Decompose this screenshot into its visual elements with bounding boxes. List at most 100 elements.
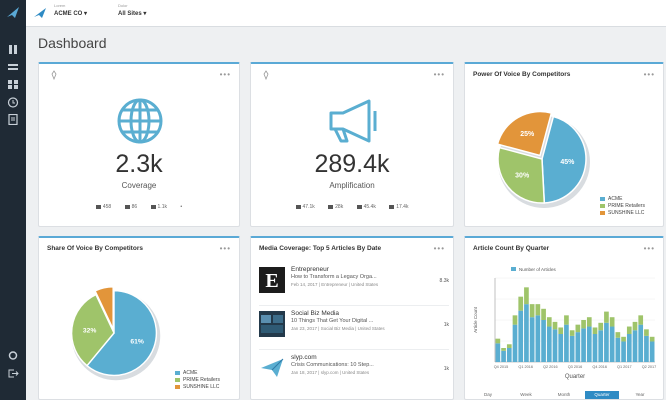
bar-segment[interactable]: [592, 327, 598, 334]
tab-week[interactable]: Week: [520, 392, 532, 397]
bar-segment[interactable]: [581, 320, 586, 329]
bar-segment[interactable]: [575, 324, 581, 333]
bar-segment[interactable]: [615, 332, 621, 338]
bar-q2-2018[interactable]: [569, 335, 575, 362]
grid-icon[interactable]: [7, 79, 19, 90]
bar-q3-2021[interactable]: [644, 335, 649, 362]
settings-icon[interactable]: [7, 350, 19, 361]
bar-segment[interactable]: [506, 344, 512, 348]
bar-q3-2016[interactable]: [529, 317, 535, 362]
bar-q2-2015[interactable]: [501, 350, 506, 362]
card-menu-button[interactable]: •••: [433, 70, 445, 79]
article-headline[interactable]: How to Transform a Legacy Orga...: [291, 274, 377, 280]
bar-q3-2018[interactable]: [575, 332, 581, 362]
period-tabs: Day Week Month Quarter Year: [471, 391, 661, 399]
bar-segment[interactable]: [518, 296, 524, 311]
bar-q2-2017[interactable]: [546, 326, 552, 362]
clock-icon[interactable]: [7, 97, 19, 108]
pie-slice-acme[interactable]: [85, 289, 158, 377]
bar-q4-2016[interactable]: [535, 315, 541, 362]
pie-slice-label: 30%: [515, 173, 530, 180]
pie-slice-acme[interactable]: [541, 115, 587, 204]
pie-slice-prime-retailers[interactable]: [497, 146, 546, 204]
bar-segment[interactable]: [501, 348, 506, 351]
bar-segment[interactable]: [535, 304, 541, 316]
bar-segment[interactable]: [586, 317, 592, 327]
top-bar: Lorem ACME CO ▾ Dolor All Sites ▾: [26, 0, 666, 27]
bar-q4-2017[interactable]: [558, 334, 564, 362]
site-selector[interactable]: Dolor All Sites ▾: [118, 3, 146, 19]
bar-q3-2020[interactable]: [621, 341, 626, 362]
bar-q3-2017[interactable]: [552, 329, 558, 362]
bar-segment[interactable]: [649, 336, 655, 342]
x-tick-label: Q1 2016: [518, 365, 533, 369]
bar-q1-2017[interactable]: [541, 320, 546, 362]
bar-segment[interactable]: [541, 308, 546, 320]
article-headline[interactable]: 10 Things That Get Your Digital ...: [291, 318, 374, 324]
brand-logo-icon[interactable]: [32, 5, 48, 21]
bar-segment[interactable]: [598, 322, 604, 331]
bar-segment[interactable]: [529, 304, 535, 318]
article-item[interactable]: Social Biz Media 10 Things That Get Your…: [259, 308, 449, 350]
bar-segment[interactable]: [632, 321, 638, 331]
article-item[interactable]: slyp.com Crisis Communications: 10 Step.…: [259, 352, 449, 394]
bar-q1-2015[interactable]: [495, 343, 501, 362]
article-count-bar-chart: Number of Articles Article Count Q4 2015 Q1…: [473, 267, 656, 380]
document-icon[interactable]: [7, 114, 19, 125]
tab-quarter[interactable]: Quarter: [585, 391, 619, 399]
power-of-voice-legend: ACME PRIME Retailers SUNSHINE LLC: [600, 196, 645, 217]
bar-segment[interactable]: [569, 330, 575, 336]
bar-q1-2018[interactable]: [564, 324, 569, 362]
bar-q2-2021[interactable]: [638, 324, 644, 362]
bar-segment[interactable]: [524, 287, 529, 305]
bar-segment[interactable]: [638, 315, 644, 325]
tab-year[interactable]: Year: [635, 392, 645, 397]
pie-slice-sunshine-llc[interactable]: [94, 286, 114, 330]
tab-day[interactable]: Day: [483, 392, 492, 397]
bar-segment[interactable]: [609, 317, 615, 327]
bar-q4-2020[interactable]: [626, 334, 632, 362]
bar-segment[interactable]: [621, 336, 626, 342]
pin-icon: [51, 70, 57, 80]
bar-segment[interactable]: [495, 338, 501, 344]
bar-segment[interactable]: [644, 329, 649, 336]
logout-icon[interactable]: [7, 368, 19, 379]
article-headline[interactable]: Crisis Communications: 10 Step...: [291, 362, 374, 368]
bar-q1-2019[interactable]: [586, 326, 592, 362]
bar-segment[interactable]: [626, 326, 632, 334]
card-menu-button[interactable]: •••: [643, 70, 655, 79]
bar-segment[interactable]: [546, 317, 552, 327]
bar-q2-2020[interactable]: [615, 337, 621, 362]
facebook-icon: [328, 204, 334, 209]
bar-q1-2021[interactable]: [632, 330, 638, 362]
card-menu-button[interactable]: •••: [433, 244, 445, 253]
bar-q2-2016[interactable]: [524, 304, 529, 362]
bar-q3-2019[interactable]: [598, 330, 604, 362]
bar-segment[interactable]: [604, 311, 609, 323]
bar-q2-2019[interactable]: [592, 334, 598, 362]
brand-logo-icon[interactable]: [4, 4, 22, 22]
card-menu-button[interactable]: •••: [219, 244, 231, 253]
bar-q1-2016[interactable]: [518, 310, 524, 362]
list-icon[interactable]: [7, 62, 19, 73]
bar-q4-2021[interactable]: [649, 341, 655, 362]
amplification-card: ••• 289.4k Amplification 47.1k 28k 45.4k…: [250, 62, 454, 227]
article-item[interactable]: E Entrepreneur How to Transform a Legacy…: [259, 264, 449, 306]
pause-icon[interactable]: [7, 44, 19, 55]
bar-q4-2015[interactable]: [512, 324, 518, 362]
pie-slice-sunshine-llc[interactable]: [496, 110, 553, 157]
bar-segment[interactable]: [512, 315, 518, 325]
pie-slice-prime-retailers[interactable]: [70, 293, 115, 367]
bar-segment[interactable]: [558, 327, 564, 334]
organization-selector[interactable]: Lorem ACME CO ▾: [54, 3, 87, 19]
bar-q4-2018[interactable]: [581, 328, 586, 362]
bar-q3-2015[interactable]: [506, 348, 512, 362]
card-title: Share Of Voice By Competitors: [47, 245, 143, 252]
tab-month[interactable]: Month: [557, 392, 571, 397]
bar-q1-2020[interactable]: [609, 326, 615, 362]
card-menu-button[interactable]: •••: [219, 70, 231, 79]
bar-q4-2019[interactable]: [604, 322, 609, 362]
bar-segment[interactable]: [552, 321, 558, 330]
card-menu-button[interactable]: •••: [643, 244, 655, 253]
bar-segment[interactable]: [564, 315, 569, 325]
